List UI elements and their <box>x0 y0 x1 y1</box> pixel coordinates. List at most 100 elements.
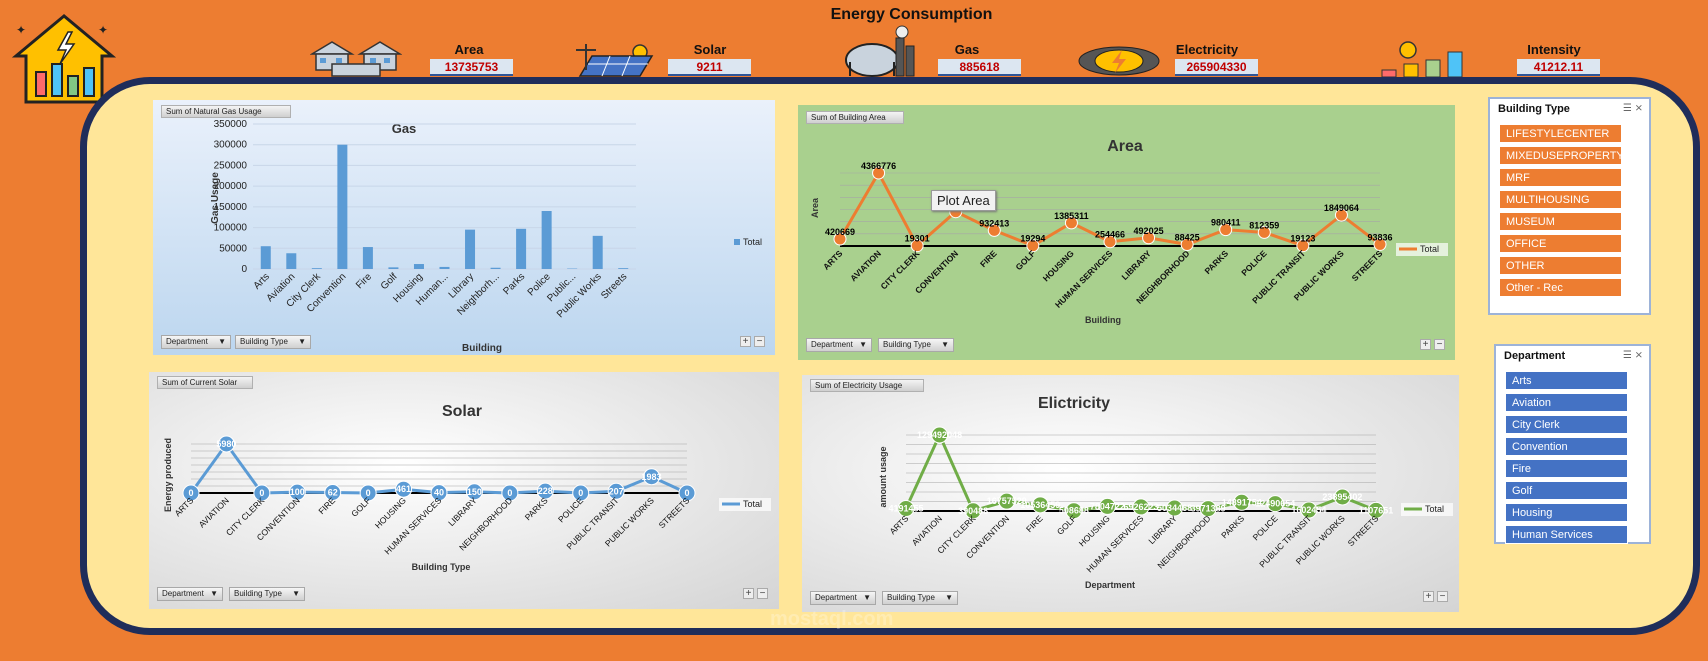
solar-legend-box <box>719 498 771 511</box>
electricity-field-button[interactable]: Sum of Electricity Usage <box>810 379 924 392</box>
area-collapse-button[interactable]: − <box>1434 339 1445 350</box>
area-legend-label: Total <box>1420 244 1439 254</box>
area-data-point <box>987 223 1001 237</box>
gas-x-axis-label: Building <box>462 343 502 354</box>
gas-bar <box>362 247 373 269</box>
gas-department-filter[interactable]: Department ▼ <box>161 335 231 349</box>
gas-x-tick-label: Arts <box>252 271 272 291</box>
area-legend-box <box>1396 243 1448 256</box>
department_slicer-item[interactable]: Fire <box>1505 459 1628 478</box>
gas-bar <box>618 268 629 269</box>
gas-y-tick-label: 250000 <box>214 160 248 171</box>
electricity-department-filter[interactable]: Department ▼ <box>810 591 876 605</box>
electricity-building-type-filter[interactable]: Building Type ▼ <box>882 591 958 605</box>
electricity-collapse-button[interactable]: − <box>1437 591 1448 602</box>
elec-data-label: 14891754 <box>1222 497 1262 507</box>
building-type-slicer[interactable]: Building Type ☰ ⨯ LIFESTYLECENTER MIXEDUS… <box>1488 97 1651 315</box>
department_slicer-item[interactable]: Aviation <box>1505 393 1628 412</box>
gas-chart-title: Gas <box>392 121 417 136</box>
elec-y-axis-label: amount usage <box>878 446 888 507</box>
area-data-label: 254466 <box>1095 230 1125 240</box>
building_slicer-item[interactable]: LIFESTYLECENTER <box>1499 124 1622 143</box>
solar-data-label: 40 <box>434 488 444 498</box>
gas-building-type-filter[interactable]: Building Type ▼ <box>235 335 311 349</box>
solar-building-type-filter[interactable]: Building Type ▼ <box>229 587 305 601</box>
solar-y-axis-label: Energy produced <box>163 438 173 512</box>
department_slicer-item[interactable]: Housing <box>1505 503 1628 522</box>
solar-expand-button[interactable]: + <box>743 588 754 599</box>
department_slicer-item[interactable]: Human Services <box>1505 525 1628 544</box>
area-data-label: 1385311 <box>1054 211 1089 221</box>
building_slicer-item[interactable]: Other - Rec <box>1499 278 1622 297</box>
gas-field-button[interactable]: Sum of Natural Gas Usage <box>161 105 291 118</box>
solar-data-point <box>465 483 483 501</box>
building_slicer-item[interactable]: MUSEUM <box>1499 212 1622 231</box>
area-x-tick-label: ARTS <box>821 248 845 272</box>
building_slicer-item[interactable]: MIXEDUSEPROPERTY <box>1499 146 1624 165</box>
building_slicer-item[interactable]: MRF <box>1499 168 1622 187</box>
area-data-point <box>910 239 924 253</box>
area-expand-button[interactable]: + <box>1420 339 1431 350</box>
area-y-axis-label: Area <box>810 197 820 218</box>
solar-data-point <box>536 482 554 500</box>
solar-x-tick-label: LIBRARY <box>446 495 479 528</box>
house-energy-icon: ✦ ✦ <box>11 14 117 104</box>
gas-y-tick-label: 350000 <box>214 119 248 130</box>
department_slicer-item[interactable]: Golf <box>1505 481 1628 500</box>
elec-data-point <box>931 426 949 444</box>
slicer-clear-filter-icon[interactable]: ☰ ⨯ <box>1622 103 1643 114</box>
solar-data-point <box>501 484 519 502</box>
electricity-expand-button[interactable]: + <box>1423 591 1434 602</box>
solar-collapse-button[interactable]: − <box>757 588 768 599</box>
building_slicer-item[interactable]: OFFICE <box>1499 234 1622 253</box>
area-data-label: 932413 <box>979 218 1009 228</box>
solar-chart[interactable]: Sum of Current Solar Solar Energy produce… <box>149 372 779 609</box>
slicer-clear-filter-icon[interactable]: ☰ ⨯ <box>1622 350 1643 361</box>
area-data-label: 1849064 <box>1324 203 1359 213</box>
department_slicer-item[interactable]: City Clerk <box>1505 415 1628 434</box>
building-type-slicer-title: Building Type <box>1498 103 1570 115</box>
area-chart[interactable]: Sum of Building Area Area Area 420669 ARTS 4… <box>798 105 1455 360</box>
solar-field-button[interactable]: Sum of Current Solar <box>157 376 253 389</box>
electricity-chart[interactable]: Sum of Electricity Usage Elictricity amou… <box>802 375 1459 612</box>
department-slicer[interactable]: Department ☰ ⨯ Arts Aviation City Clerk Con… <box>1494 344 1651 544</box>
kpi-area-value: 13735753 <box>430 59 513 76</box>
gas-bar <box>541 211 552 269</box>
plot-area-tooltip: Plot Area <box>931 190 996 211</box>
department_slicer-item[interactable]: Arts <box>1505 371 1628 390</box>
area-field-button[interactable]: Sum of Building Area <box>806 111 904 124</box>
solar-data-point <box>324 483 342 501</box>
area-building-type-filter[interactable]: Building Type ▼ <box>878 338 954 352</box>
gas-collapse-button[interactable]: − <box>754 336 765 347</box>
gas-y-tick-label: 100000 <box>214 223 248 234</box>
area-data-point <box>872 166 886 180</box>
gas-chart[interactable]: Sum of Natural Gas Usage Gas 350000 300000… <box>153 100 775 355</box>
area-data-point <box>1026 239 1040 253</box>
gas-expand-button[interactable]: + <box>740 336 751 347</box>
gas-y-tick-label: 0 <box>241 264 247 275</box>
buildings-icon <box>310 41 402 77</box>
area-x-tick-label: GOLF <box>1014 248 1038 272</box>
area-x-tick-label: STREETS <box>1350 248 1385 283</box>
solar-department-filter[interactable]: Department ▼ <box>157 587 223 601</box>
area-data-label: 420669 <box>825 227 855 237</box>
gas-bar <box>490 267 501 269</box>
elec-data-label: 390488 <box>958 506 988 516</box>
elec-data-point <box>1166 499 1184 517</box>
elec-x-tick-label: STREETS <box>1346 513 1381 548</box>
solar-data-point <box>359 484 377 502</box>
building_slicer-item[interactable]: OTHER <box>1499 256 1622 275</box>
solar-x-axis-label: Building Type <box>412 562 471 572</box>
department_slicer-item[interactable]: Convention <box>1505 437 1628 456</box>
area-data-label: 4366776 <box>861 161 896 171</box>
gas-x-tick-label: Parks <box>501 271 527 297</box>
elec-x-tick-label: HOUSING <box>1077 513 1112 548</box>
area-data-label: 980411 <box>1211 218 1241 228</box>
kpi-solar-label: Solar <box>693 42 727 57</box>
area-data-point <box>1257 225 1271 239</box>
area-department-filter[interactable]: Department ▼ <box>806 338 872 352</box>
elec-x-tick-label: LIBRARY <box>1146 513 1179 546</box>
area-data-label: 812359 <box>1249 220 1279 230</box>
building_slicer-item[interactable]: MULTIHOUSING <box>1499 190 1622 209</box>
area-data-point <box>1296 239 1310 253</box>
